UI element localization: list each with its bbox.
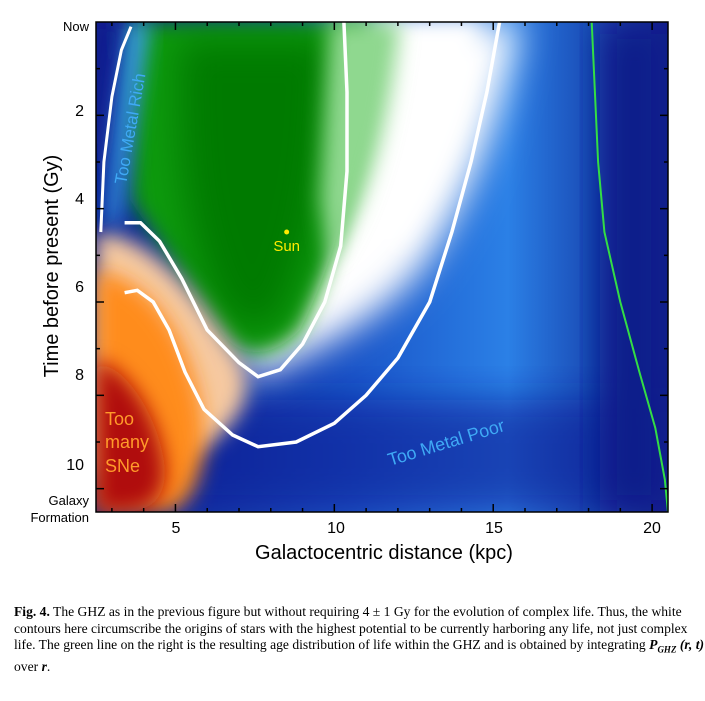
caption-math-args: (r, t) bbox=[676, 637, 705, 653]
too-many-sne-line1: Too bbox=[105, 409, 134, 429]
ghz-chart: 5 10 15 20 2 4 6 8 10 Now Galaxy Formati… bbox=[30, 19, 669, 564]
axis-ticks bbox=[96, 22, 668, 512]
caption-math-r: r bbox=[41, 658, 47, 674]
y-tick-label: 2 bbox=[75, 103, 84, 120]
x-tick-label: 10 bbox=[327, 520, 345, 537]
y-top-label: Now bbox=[63, 19, 90, 34]
y-tick-label: 8 bbox=[75, 367, 84, 384]
inner-contour bbox=[124, 22, 349, 379]
outer-contour bbox=[124, 22, 502, 449]
y-tick-label: 10 bbox=[66, 457, 84, 474]
sun-point bbox=[284, 229, 290, 235]
x-axis-title: Galactocentric distance (kpc) bbox=[255, 542, 513, 564]
too-many-sne-line2: many bbox=[105, 432, 149, 452]
caption-label: Fig. 4. bbox=[14, 604, 50, 619]
plot-frame bbox=[95, 21, 669, 513]
caption-math-sub: GHZ bbox=[657, 644, 677, 655]
caption-text-2: over bbox=[14, 658, 42, 674]
figure-caption: Fig. 4. The GHZ as in the previous figur… bbox=[14, 604, 704, 675]
y-bottom-label-line1: Galaxy bbox=[49, 493, 90, 508]
caption-text-1: The GHZ as in the previous figure but wi… bbox=[14, 604, 688, 653]
age-distribution-line bbox=[590, 22, 668, 512]
too-many-sne-line3: SNe bbox=[105, 456, 140, 476]
caption-math-p: P bbox=[649, 637, 658, 653]
x-tick-label: 15 bbox=[485, 520, 503, 537]
caption-text-3: . bbox=[46, 658, 51, 674]
y-axis-title: Time before present (Gy) bbox=[41, 155, 63, 378]
left-contour bbox=[99, 26, 133, 233]
y-tick-label: 4 bbox=[75, 191, 84, 208]
y-bottom-label-line2: Formation bbox=[30, 510, 89, 525]
contours bbox=[99, 22, 668, 512]
x-tick-label: 20 bbox=[643, 520, 661, 537]
heatmap bbox=[96, 22, 668, 512]
y-tick-label: 6 bbox=[75, 279, 84, 296]
x-tick-label: 5 bbox=[172, 520, 181, 537]
sun-label: Sun bbox=[273, 238, 300, 255]
